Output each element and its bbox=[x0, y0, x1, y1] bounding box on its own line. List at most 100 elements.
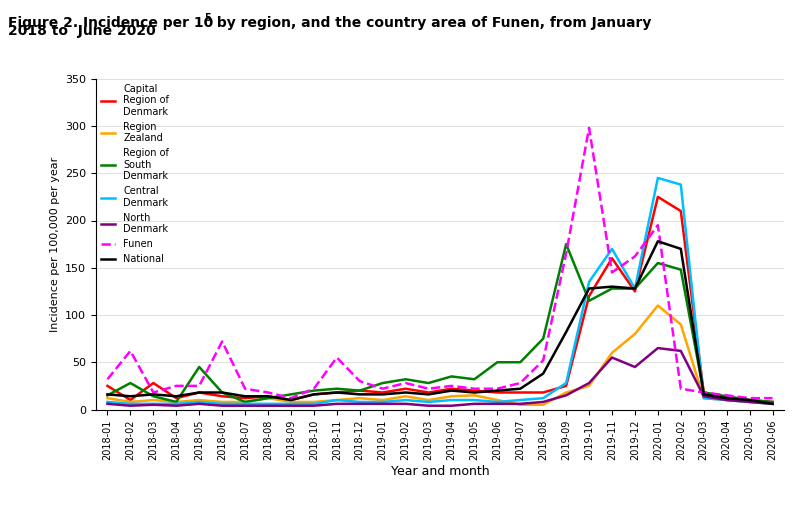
Region of
South
Denmark bbox=[607, 286, 617, 292]
Central
Denmark bbox=[607, 246, 617, 252]
Capital
Region of
Denmark bbox=[630, 288, 640, 295]
National bbox=[745, 397, 754, 403]
Region
Zealand bbox=[745, 399, 754, 405]
Line: Capital
Region of
Denmark: Capital Region of Denmark bbox=[107, 197, 773, 402]
Central
Denmark bbox=[768, 401, 778, 407]
North
Denmark bbox=[309, 403, 318, 409]
Central
Denmark bbox=[286, 401, 296, 407]
Central
Denmark bbox=[240, 401, 250, 407]
Funen bbox=[653, 222, 662, 228]
Region of
South
Denmark bbox=[149, 393, 158, 400]
Central
Denmark bbox=[102, 399, 112, 405]
North
Denmark bbox=[171, 403, 181, 409]
North
Denmark bbox=[102, 401, 112, 407]
Region of
South
Denmark bbox=[218, 390, 227, 396]
Funen bbox=[149, 390, 158, 396]
Region of
South
Denmark bbox=[722, 393, 731, 400]
Region
Zealand bbox=[286, 399, 296, 405]
Funen bbox=[102, 376, 112, 382]
Central
Denmark bbox=[126, 401, 135, 407]
Capital
Region of
Denmark bbox=[332, 390, 342, 396]
Region
Zealand bbox=[263, 395, 273, 401]
Region of
South
Denmark bbox=[102, 392, 112, 398]
Central
Denmark bbox=[745, 399, 754, 405]
Region
Zealand bbox=[562, 390, 571, 396]
North
Denmark bbox=[584, 380, 594, 386]
Funen bbox=[218, 338, 227, 344]
North
Denmark bbox=[378, 401, 387, 407]
National bbox=[102, 391, 112, 397]
Central
Denmark bbox=[653, 175, 662, 181]
National bbox=[493, 387, 502, 394]
North
Denmark bbox=[240, 403, 250, 409]
Region of
South
Denmark bbox=[446, 373, 456, 380]
North
Denmark bbox=[218, 403, 227, 409]
Funen bbox=[722, 392, 731, 398]
Region
Zealand bbox=[470, 392, 479, 398]
North
Denmark bbox=[653, 345, 662, 351]
Capital
Region of
Denmark bbox=[538, 390, 548, 396]
Text: by region, and the country area of Funen, from January: by region, and the country area of Funen… bbox=[212, 16, 651, 30]
National bbox=[470, 390, 479, 396]
Capital
Region of
Denmark bbox=[446, 385, 456, 392]
North
Denmark bbox=[699, 393, 709, 400]
X-axis label: Year and month: Year and month bbox=[390, 465, 490, 478]
Region
Zealand bbox=[355, 395, 365, 401]
Region
Zealand bbox=[126, 399, 135, 405]
North
Denmark bbox=[470, 401, 479, 407]
North
Denmark bbox=[126, 403, 135, 409]
Region of
South
Denmark bbox=[309, 387, 318, 394]
Funen bbox=[768, 395, 778, 401]
Region
Zealand bbox=[218, 399, 227, 405]
Line: National: National bbox=[107, 242, 773, 404]
Region of
South
Denmark bbox=[470, 376, 479, 382]
North
Denmark bbox=[630, 364, 640, 370]
National bbox=[378, 391, 387, 397]
Funen bbox=[126, 348, 135, 354]
Funen bbox=[446, 383, 456, 389]
Funen bbox=[378, 385, 387, 392]
Central
Denmark bbox=[538, 395, 548, 401]
Region
Zealand bbox=[630, 331, 640, 337]
North
Denmark bbox=[446, 403, 456, 409]
Region
Zealand bbox=[446, 393, 456, 400]
Central
Denmark bbox=[722, 397, 731, 403]
North
Denmark bbox=[515, 401, 525, 407]
Region of
South
Denmark bbox=[286, 391, 296, 397]
Region of
South
Denmark bbox=[401, 376, 410, 382]
Central
Denmark bbox=[584, 279, 594, 285]
Central
Denmark bbox=[424, 399, 434, 405]
Funen bbox=[562, 250, 571, 257]
Region of
South
Denmark bbox=[653, 260, 662, 266]
National bbox=[126, 393, 135, 400]
National bbox=[722, 395, 731, 401]
Funen bbox=[676, 385, 686, 392]
Region
Zealand bbox=[538, 402, 548, 408]
Y-axis label: Incidence per 100,000 per year: Incidence per 100,000 per year bbox=[50, 156, 59, 332]
National bbox=[309, 391, 318, 397]
Text: 5: 5 bbox=[204, 13, 210, 23]
Region
Zealand bbox=[149, 397, 158, 403]
Central
Denmark bbox=[515, 397, 525, 403]
Line: Region of
South
Denmark: Region of South Denmark bbox=[107, 244, 773, 402]
Capital
Region of
Denmark bbox=[722, 395, 731, 401]
Region
Zealand bbox=[378, 397, 387, 403]
Capital
Region of
Denmark bbox=[309, 391, 318, 397]
Region
Zealand bbox=[584, 383, 594, 389]
Central
Denmark bbox=[194, 399, 204, 405]
North
Denmark bbox=[424, 403, 434, 409]
Region of
South
Denmark bbox=[562, 241, 571, 247]
Capital
Region of
Denmark bbox=[263, 393, 273, 400]
Funen bbox=[355, 378, 365, 384]
Capital
Region of
Denmark bbox=[768, 399, 778, 405]
Capital
Region of
Denmark bbox=[378, 390, 387, 396]
Capital
Region of
Denmark bbox=[470, 387, 479, 394]
Text: Figure 2. Incidence per 10: Figure 2. Incidence per 10 bbox=[8, 16, 214, 30]
Capital
Region of
Denmark bbox=[653, 194, 662, 200]
Funen bbox=[745, 395, 754, 401]
Central
Denmark bbox=[470, 397, 479, 403]
National bbox=[240, 393, 250, 400]
Funen bbox=[493, 385, 502, 392]
National bbox=[584, 286, 594, 292]
Region of
South
Denmark bbox=[676, 267, 686, 273]
